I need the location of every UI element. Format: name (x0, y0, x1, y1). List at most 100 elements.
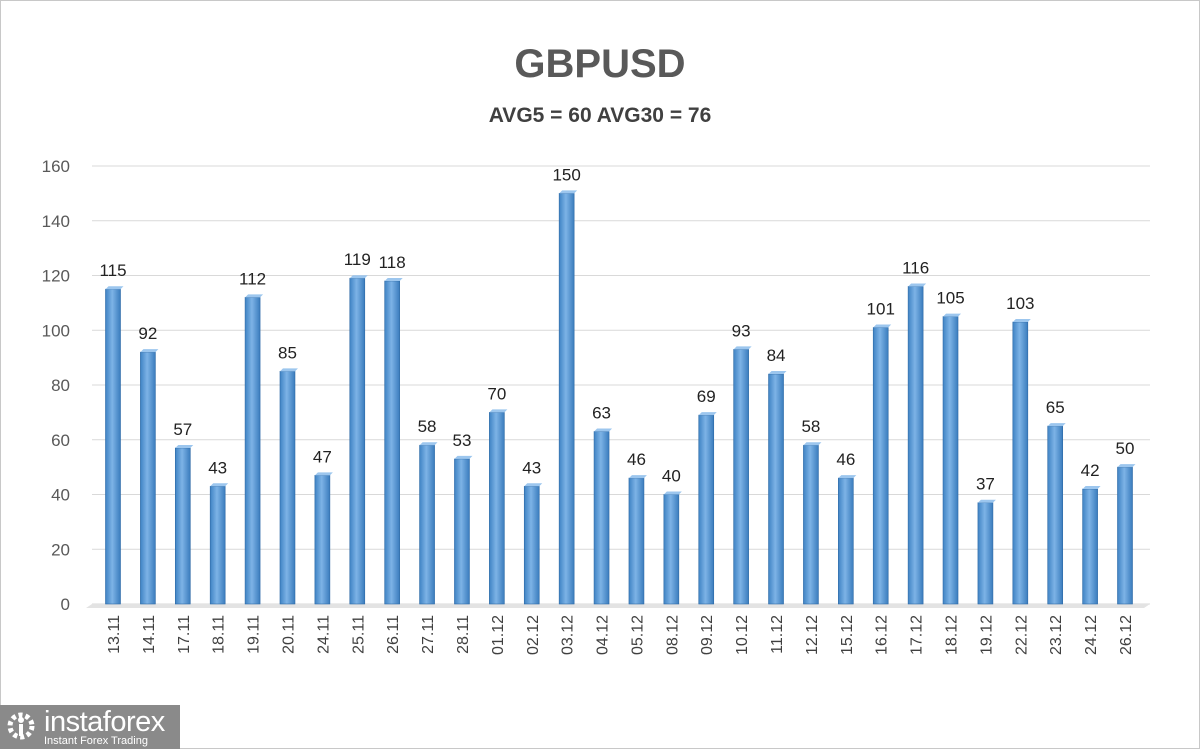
y-tick-label: 120 (42, 267, 70, 286)
bar-top (594, 428, 613, 432)
data-label: 150 (552, 165, 580, 184)
x-tick-label: 27.11 (420, 615, 437, 654)
x-tick-label: 02.12 (525, 615, 542, 655)
data-label: 65 (1046, 398, 1065, 417)
bar-top (873, 324, 892, 328)
bar-top (803, 442, 822, 446)
bar-top (559, 190, 578, 194)
bar-top (524, 483, 543, 487)
data-label: 57 (173, 420, 192, 439)
x-tick-label: 19.12 (978, 615, 995, 655)
x-tick-label: 11.12 (769, 615, 786, 654)
x-tick-label: 17.11 (176, 615, 193, 654)
x-tick-label: 16.12 (874, 615, 891, 655)
bar-top (698, 412, 717, 416)
bar (314, 475, 331, 605)
x-tick-label: 18.12 (944, 615, 961, 655)
data-label: 116 (902, 258, 929, 277)
x-tick-label: 26.12 (1118, 615, 1135, 655)
data-label: 43 (522, 458, 541, 477)
x-tick-label: 14.11 (141, 615, 158, 654)
x-tick-label: 22.12 (1013, 615, 1030, 655)
bar-top (279, 368, 298, 372)
bar-top (419, 442, 438, 446)
x-tick-label: 25.11 (350, 615, 367, 654)
bar-top (768, 371, 787, 375)
bar (907, 286, 924, 605)
bar-top (1082, 486, 1101, 490)
bar (1117, 466, 1133, 605)
bar-top (943, 313, 962, 317)
data-label: 37 (976, 475, 995, 494)
x-tick-label: 20.11 (280, 615, 297, 654)
bar (733, 349, 749, 605)
data-label: 85 (278, 343, 297, 362)
y-tick-label: 40 (51, 486, 70, 505)
bar (803, 444, 819, 605)
bar-top (314, 472, 333, 476)
x-tick-label: 24.12 (1083, 615, 1100, 655)
bar (1047, 425, 1064, 605)
bar (663, 494, 680, 605)
x-tick-label: 10.12 (734, 615, 751, 655)
bar (977, 502, 994, 605)
bar (384, 280, 400, 605)
bar-top (384, 277, 403, 281)
bar (209, 485, 226, 605)
bar (419, 444, 435, 605)
x-tick-label: 18.11 (211, 615, 228, 654)
bar (279, 371, 296, 605)
data-label: 84 (767, 346, 786, 365)
bar-top (733, 346, 752, 350)
bar (244, 297, 261, 605)
bar (942, 316, 959, 605)
x-tick-label: 12.12 (804, 615, 821, 655)
y-tick-label: 80 (51, 376, 70, 395)
bar (872, 327, 889, 605)
bar (1082, 488, 1098, 605)
bar (698, 414, 715, 605)
data-label: 105 (936, 289, 964, 308)
gear-icon (7, 712, 35, 740)
bar (349, 277, 366, 605)
y-tick-label: 0 (61, 595, 70, 614)
bar (628, 477, 645, 605)
y-tick-label: 100 (42, 321, 70, 340)
x-tick-label: 23.12 (1048, 615, 1065, 655)
data-label: 47 (313, 447, 332, 466)
data-label: 46 (627, 450, 646, 469)
bar (838, 477, 854, 605)
x-tick-label: 17.12 (909, 615, 926, 655)
data-label: 46 (836, 450, 855, 469)
bar-top (349, 275, 368, 279)
data-label: 115 (99, 261, 126, 280)
data-label: 53 (453, 431, 472, 450)
x-tick-label: 24.11 (315, 615, 332, 654)
floor (86, 604, 1150, 608)
chart-title: GBPUSD (514, 42, 686, 86)
bar-top (210, 483, 229, 487)
bar (768, 373, 784, 605)
data-label: 93 (732, 321, 751, 340)
data-label: 118 (379, 253, 406, 272)
x-tick-label: 01.12 (490, 615, 507, 655)
logo-name: instaforex (44, 706, 165, 738)
x-tick-label: 05.12 (629, 615, 646, 655)
bar-top (663, 491, 682, 495)
data-label: 112 (239, 269, 266, 288)
data-label: 70 (487, 384, 506, 403)
data-label: 50 (1116, 439, 1135, 458)
bar-top (175, 444, 194, 448)
y-tick-label: 20 (51, 540, 70, 559)
bar (489, 412, 505, 605)
bar (105, 288, 121, 605)
x-tick-label: 09.12 (699, 615, 716, 655)
bar-top (454, 455, 473, 459)
y-tick-label: 140 (42, 212, 70, 231)
data-label: 40 (662, 467, 681, 486)
bar-top (140, 349, 159, 353)
bar-top (1047, 423, 1066, 427)
x-tick-label: 08.12 (664, 615, 681, 655)
data-label: 69 (697, 387, 716, 406)
